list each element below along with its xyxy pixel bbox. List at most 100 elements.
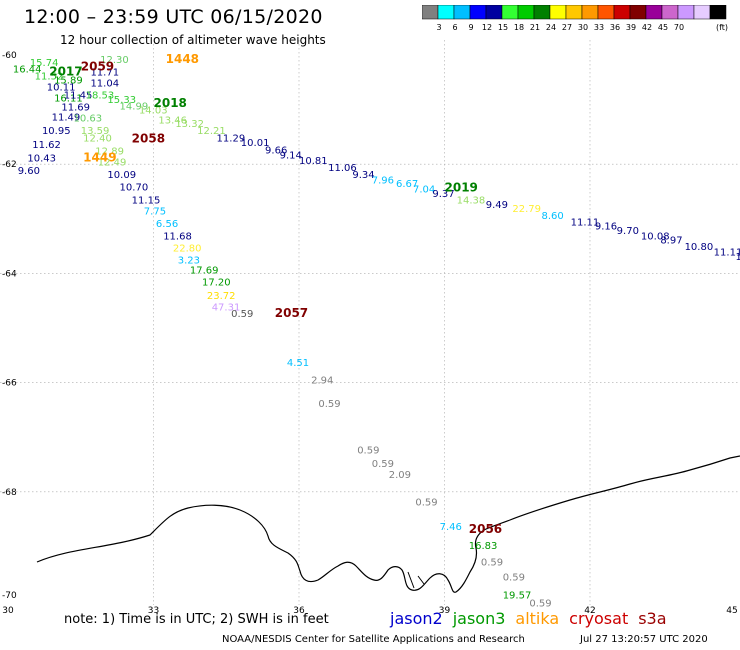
colorbar-tick-label: 21 [530, 23, 540, 32]
wave-height-value: 14.38 [457, 196, 486, 207]
map-subtitle: 12 hour collection of altimeter wave hei… [60, 33, 326, 47]
wave-height-value: 13.46 [158, 115, 187, 126]
pass-time-label: 2019 [445, 181, 478, 195]
wave-height-value: 22.79 [512, 204, 541, 215]
colorbar-tick-label: 24 [546, 23, 556, 32]
colorbar-tick-label: 18 [514, 23, 524, 32]
colorbar-tick-label: 39 [626, 23, 636, 32]
wave-height-value: 16.11 [54, 93, 83, 104]
wave-height-value: 10.80 [685, 242, 714, 253]
wave-height-value: 9.34 [352, 170, 374, 181]
longitude-tick: 45 [726, 606, 737, 616]
longitude-tick-labels: 30 33 36 39 42 45 [2, 606, 737, 616]
wave-height-value: 7.75 [144, 206, 166, 217]
wave-height-value: 0.59 [318, 399, 340, 410]
wave-height-value: 11.29 [217, 133, 246, 144]
wave-height-value: 9.60 [18, 166, 40, 177]
wave-height-value: 0.59 [529, 598, 551, 609]
wave-height-value: 10.01 [241, 138, 270, 149]
wave-height-value: 9.37 [432, 189, 454, 200]
latitude-tick-labels: -60 -62 -64 -66 -68 -70 [2, 51, 17, 601]
wave-height-value: 10.08 [641, 232, 670, 243]
wave-height-value: 12.30 [100, 55, 129, 66]
wave-height-colorbar: 3 6 9 12 15 18 21 24 27 30 33 36 39 42 45 70 (ft) [422, 5, 728, 32]
colorbar-tick-label: 36 [610, 23, 620, 32]
units-note: note: 1) Time is in UTC; 2) SWH is in fe… [64, 612, 329, 627]
colorbar-tick-label: 3 [436, 23, 441, 32]
wave-height-value: 2.09 [389, 470, 411, 481]
wave-height-value: 13.32 [175, 119, 204, 130]
wave-height-value: 10.81 [299, 156, 328, 167]
latitude-tick: -60 [2, 51, 17, 61]
colorbar-tick-label: 15 [498, 23, 508, 32]
wave-height-value: 15.89 [54, 75, 83, 86]
coastline-ice-cut [407, 571, 425, 589]
wave-height-value: 11.15 [132, 196, 161, 207]
satellite-legend-jason3: jason3 [452, 609, 506, 628]
pass-time-label: 2058 [132, 131, 165, 145]
satellite-pass-labels: 2059201714482018205814492019202020572056 [49, 52, 502, 536]
wave-height-value: 11.11 [571, 217, 600, 228]
wave-height-value: 18.53 [86, 91, 115, 102]
wave-height-value: 14.99 [120, 102, 149, 113]
wave-height-value: 47.31 [212, 303, 241, 314]
wave-height-value: 19.57 [503, 590, 532, 601]
colorbar-tick-label: 42 [642, 23, 652, 32]
wave-height-value: 12.21 [197, 126, 226, 137]
wave-height-value: 0.59 [372, 459, 394, 470]
pass-time-label: 2057 [275, 306, 308, 320]
wave-height-value: 11.49 [52, 113, 81, 124]
wave-height-value: 15.74 [30, 58, 59, 69]
wave-height-value: 7.04 [413, 185, 435, 196]
wave-height-value: 0.59 [357, 446, 379, 457]
wave-height-value: 11.04 [90, 79, 119, 90]
wave-height-value: 11.11 [714, 247, 740, 258]
latitude-tick: -64 [2, 269, 17, 279]
wave-height-value: 15.33 [107, 95, 136, 106]
wave-height-value: 8.97 [660, 235, 682, 246]
colorbar-tick-label: 9 [468, 23, 473, 32]
latitude-tick: -70 [2, 591, 17, 601]
wave-height-value: 17.20 [202, 277, 231, 288]
credit-line: NOAA/NESDIS Center for Satellite Applica… [222, 634, 525, 645]
wave-height-value: 8.60 [542, 211, 564, 222]
pass-time-label: 2059 [81, 59, 114, 73]
longitude-tick: 39 [439, 606, 451, 616]
wave-height-value: 10.11 [47, 82, 76, 93]
wave-height-value: 11.32 [736, 252, 740, 263]
wave-height-value: 16.83 [469, 541, 498, 552]
colorbar-tick-label: 30 [578, 23, 588, 32]
colorbar-tick-label: 12 [482, 23, 492, 32]
wave-height-value: 4.51 [287, 358, 309, 369]
colorbar-swatch [709, 5, 727, 20]
pass-time-label: 2056 [469, 522, 502, 536]
wave-height-value: 17.69 [190, 265, 219, 276]
wave-height-value: 0.59 [231, 309, 253, 320]
wave-height-value: 12.40 [83, 133, 112, 144]
satellite-legend-cryosat: cryosat [569, 609, 629, 628]
latitude-tick: -68 [2, 488, 17, 498]
colorbar-tick-label: 33 [594, 23, 604, 32]
wave-height-value: 13.59 [81, 126, 110, 137]
wave-height-value: 9.16 [595, 222, 617, 233]
satellite-legend-s3a: s3a [638, 609, 667, 628]
wave-height-value: 0.59 [481, 558, 503, 569]
wave-height-value: 11.52 [35, 72, 64, 83]
wave-height-value: 0.59 [415, 497, 437, 508]
colorbar-tick-label: 45 [658, 23, 668, 32]
latitude-tick: -62 [2, 160, 17, 170]
colorbar-tick-label: 70 [674, 23, 684, 32]
pass-time-label: 1449 [83, 150, 116, 164]
wave-height-value: 22.80 [173, 244, 202, 255]
generated-timestamp: Jul 27 13:20:57 UTC 2020 [580, 634, 708, 645]
satellite-legend-jason2: jason2 [390, 609, 443, 628]
colorbar-unit-label: (ft) [716, 23, 728, 32]
wave-height-value: 10.63 [73, 114, 102, 125]
wave-height-value: 10.70 [120, 182, 149, 193]
wave-height-value: 9.66 [265, 145, 287, 156]
wave-height-value: 7.46 [440, 522, 462, 533]
wave-height-value: 16.44 [13, 64, 42, 75]
pass-time-label: 2017 [49, 65, 82, 79]
wave-height-value: 2.94 [311, 376, 333, 387]
